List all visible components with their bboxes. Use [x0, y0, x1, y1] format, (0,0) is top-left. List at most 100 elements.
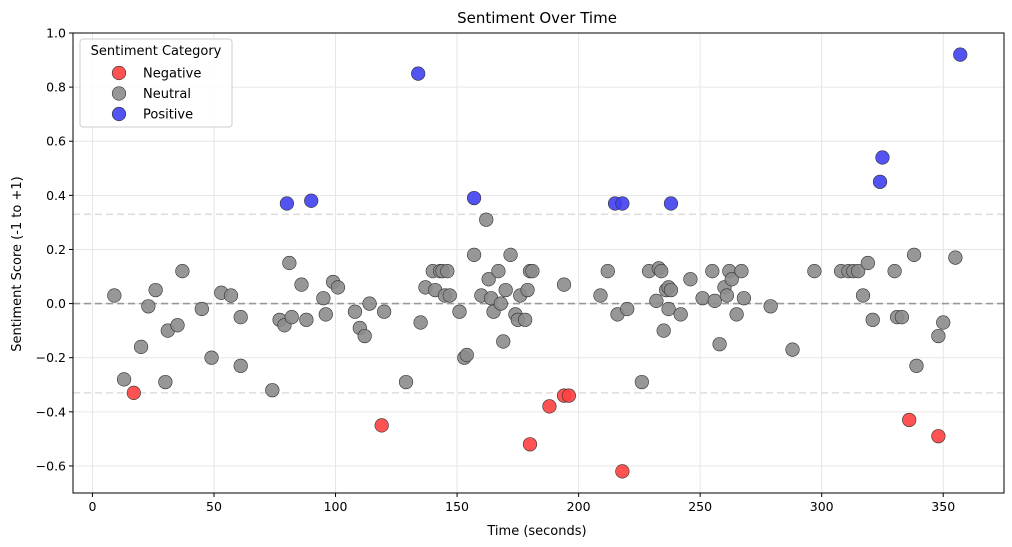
point-neutral [724, 272, 739, 287]
point-neutral [556, 277, 572, 292]
point-negative [931, 429, 946, 444]
point-neutral [362, 296, 377, 311]
point-neutral [729, 307, 744, 322]
x-tick-label: 200 [567, 499, 591, 514]
point-neutral [223, 288, 239, 303]
point-neutral [347, 304, 363, 319]
y-tick-label: 0.4 [46, 188, 66, 203]
point-neutral [233, 358, 248, 373]
y-axis-label: Sentiment Score (-1 to +1) [10, 176, 25, 351]
point-neutral [413, 315, 428, 330]
reference-lines [73, 213, 1004, 394]
point-negative [902, 412, 917, 428]
point-neutral [600, 264, 615, 279]
point-neutral [719, 288, 734, 303]
point-neutral [661, 301, 676, 317]
point-neutral [656, 323, 671, 338]
point-neutral [851, 264, 866, 279]
point-neutral [649, 293, 664, 308]
point-neutral [663, 282, 679, 298]
chart-title: Sentiment Over Time [457, 9, 617, 27]
point-neutral [233, 310, 248, 325]
data-points [107, 47, 968, 479]
point-neutral [906, 247, 922, 262]
point-neutral [330, 280, 346, 295]
point-neutral [141, 299, 156, 314]
legend-marker-positive [111, 106, 127, 122]
x-tick-label: 0 [88, 499, 96, 514]
point-neutral [204, 350, 219, 365]
point-neutral [503, 247, 518, 262]
point-negative [126, 385, 141, 400]
point-neutral [398, 374, 414, 390]
point-neutral [855, 288, 871, 303]
point-neutral [294, 277, 309, 292]
y-tick-label: 0.8 [46, 80, 66, 95]
point-positive [279, 196, 295, 211]
point-neutral [763, 299, 778, 314]
point-positive [663, 196, 679, 211]
point-neutral [620, 301, 635, 317]
point-neutral [736, 291, 752, 306]
point-neutral [807, 264, 822, 279]
y-tick-label: 0.6 [46, 134, 66, 149]
point-neutral [887, 264, 902, 279]
point-neutral [316, 291, 331, 306]
point-negative [542, 399, 557, 414]
point-neutral [525, 264, 540, 279]
point-negative [615, 464, 630, 479]
point-neutral [931, 328, 946, 344]
point-neutral [357, 328, 372, 344]
point-neutral [683, 272, 698, 287]
point-neutral [442, 288, 457, 303]
point-neutral [654, 264, 669, 279]
point-neutral [936, 315, 951, 330]
point-neutral [712, 337, 727, 352]
point-neutral [107, 288, 122, 303]
point-neutral [593, 288, 608, 303]
point-neutral [493, 296, 508, 311]
point-positive [615, 196, 630, 211]
y-tick-label: 1.0 [46, 26, 66, 41]
point-neutral [673, 307, 688, 322]
x-tick-label: 250 [688, 499, 712, 514]
point-neutral [466, 247, 482, 262]
point-negative [522, 437, 538, 452]
point-neutral [284, 310, 299, 325]
point-positive [875, 150, 890, 165]
point-neutral [175, 264, 190, 279]
point-neutral [496, 334, 511, 349]
point-neutral [452, 304, 467, 319]
point-neutral [734, 264, 749, 279]
point-neutral [170, 318, 185, 333]
point-neutral [299, 312, 314, 327]
x-tick-label: 300 [810, 499, 834, 514]
x-tick-label: 150 [445, 499, 469, 514]
point-negative [561, 388, 576, 403]
point-neutral [520, 282, 535, 298]
point-positive [872, 174, 888, 189]
point-neutral [133, 339, 149, 354]
point-neutral [491, 264, 506, 279]
point-neutral [148, 282, 163, 298]
legend-marker-neutral [111, 86, 127, 101]
point-neutral [894, 310, 910, 325]
point-neutral [318, 307, 333, 322]
axis-ticks: 0 50 100 150 200 250 300 350 −0.6 −0.4 −0.2 0.0 0.2 0… [36, 26, 956, 515]
y-tick-label: 0.2 [46, 242, 66, 257]
point-neutral [282, 255, 297, 271]
x-tick-label: 100 [324, 499, 348, 514]
point-neutral [479, 212, 494, 227]
point-neutral [265, 383, 280, 398]
point-neutral [194, 301, 209, 317]
point-neutral [909, 358, 924, 373]
y-tick-label: 0.0 [46, 296, 66, 311]
y-tick-label: −0.4 [36, 404, 66, 419]
legend-marker-negative [111, 65, 127, 81]
point-neutral [481, 272, 496, 287]
point-neutral [440, 264, 455, 279]
point-neutral [518, 312, 533, 327]
y-tick-label: −0.6 [36, 458, 66, 473]
